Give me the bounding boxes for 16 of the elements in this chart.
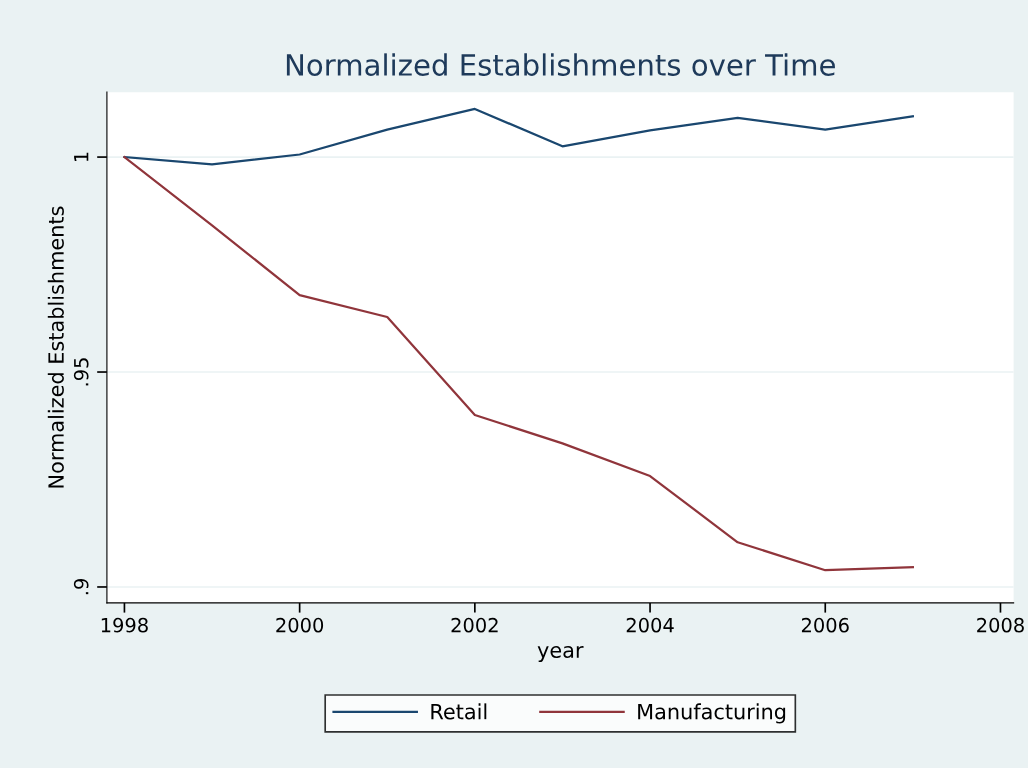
x-axis-title: year [537,646,584,662]
x-tick-label: 2004 [626,617,674,633]
line-series [123,155,914,572]
y-tick-label: 1 [74,152,89,162]
x-tick-label: 2002 [451,617,498,633]
x-tick-label: 2008 [977,617,1024,633]
legend-label: Retail [431,703,487,720]
chart-title: Normalized Establishments over Time [286,53,835,76]
y-tick-label: .95 [73,358,89,386]
x-tick-label: 1998 [101,617,148,633]
y-axis-title: Normalized Establishments [47,206,64,488]
line-series [123,107,914,166]
legend-label: Manufacturing [638,703,786,724]
x-tick-label: 2006 [801,617,849,633]
x-tick-label: 2000 [276,617,324,633]
y-tick-label: .9 [73,579,89,595]
